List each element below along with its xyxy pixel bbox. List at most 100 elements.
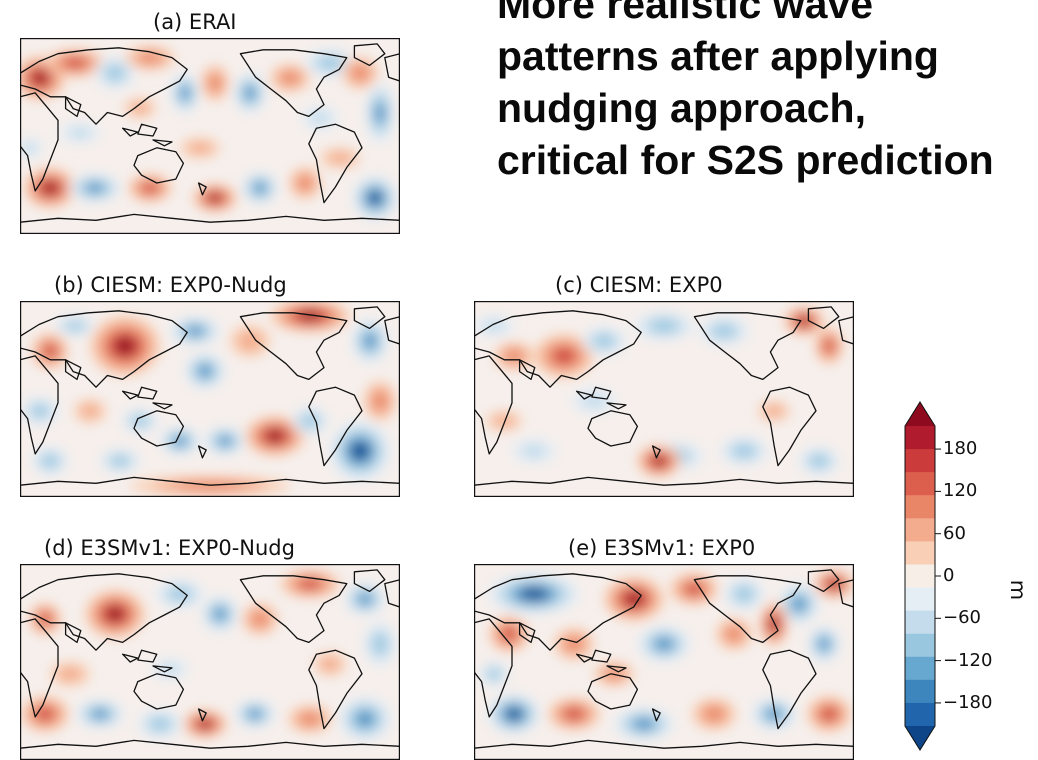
positive-anomaly — [565, 708, 583, 720]
coastline — [587, 673, 639, 710]
map-frame — [474, 564, 854, 760]
coastline — [474, 476, 854, 486]
negative-anomaly — [792, 597, 806, 611]
negative-anomaly — [522, 588, 546, 600]
coastlines — [20, 306, 400, 486]
coastline — [384, 316, 400, 345]
colorbar-level — [905, 702, 935, 727]
positive-anomaly — [653, 456, 665, 466]
colorbar-segments — [905, 402, 935, 750]
negative-anomaly — [244, 86, 256, 100]
positive-anomaly — [252, 612, 268, 626]
negative-anomaly — [187, 326, 203, 336]
map-panel-a — [20, 38, 400, 234]
headline: More realistic wave patterns after apply… — [497, 0, 1027, 186]
coastline — [807, 306, 840, 330]
coastline — [474, 355, 513, 455]
positive-anomaly — [565, 637, 583, 651]
panel-title-d: (d) E3SMv1: EXP0-Nudg — [44, 536, 295, 560]
negative-anomaly — [150, 718, 170, 730]
colorbar-level — [905, 472, 935, 496]
coastline — [651, 708, 661, 722]
coastline — [121, 653, 139, 663]
coastline — [20, 573, 188, 651]
colorbar-tick-label: 180 — [943, 438, 978, 460]
negative-anomaly — [106, 66, 124, 80]
coastline — [474, 618, 513, 718]
coastline — [474, 573, 642, 651]
colorbar-extend-bottom — [905, 726, 935, 750]
colorbar-level — [905, 495, 935, 519]
negative-anomaly — [594, 335, 614, 347]
positive-anomaly — [626, 593, 642, 605]
positive-anomaly — [281, 72, 299, 84]
negative-anomaly — [214, 608, 226, 620]
panel-title-e: (e) E3SMv1: EXP0 — [568, 536, 756, 560]
positive-anomaly — [33, 72, 47, 84]
anomaly-field — [20, 46, 397, 220]
coastline — [20, 213, 400, 223]
positive-anomaly — [726, 627, 742, 641]
colorbar-tick-label: 60 — [943, 522, 966, 544]
coastline — [693, 575, 802, 644]
colorbar-unit-label: m — [1006, 579, 1031, 601]
negative-anomaly — [767, 708, 781, 720]
coastline — [20, 618, 59, 718]
coastline — [20, 47, 188, 125]
coastline — [606, 665, 627, 673]
negative-anomaly — [507, 708, 521, 720]
coastline — [133, 147, 185, 184]
coastline — [152, 665, 173, 673]
colorbar-outline — [904, 401, 936, 751]
colorbar-tick-label: 120 — [943, 480, 978, 502]
colorbar-level — [905, 426, 935, 450]
colorbar-level — [905, 633, 935, 658]
positive-anomaly — [373, 392, 387, 410]
anomaly-field — [21, 570, 396, 741]
coastline — [575, 390, 593, 400]
coastline — [693, 312, 802, 381]
map-panel-c — [474, 301, 854, 497]
coastline — [591, 649, 612, 663]
negative-anomaly — [92, 709, 108, 719]
colorbar-level — [905, 679, 935, 704]
negative-anomaly — [86, 183, 104, 193]
coastline — [384, 53, 400, 82]
headline-line-1: More realistic wave — [497, 0, 874, 27]
negative-anomaly — [248, 709, 262, 719]
negative-anomaly — [32, 405, 48, 417]
negative-anomaly — [581, 394, 607, 408]
coastlines — [20, 43, 400, 223]
coastlines — [20, 569, 400, 749]
map-a-svg — [20, 38, 400, 234]
positive-anomaly — [320, 657, 340, 671]
coastline — [20, 92, 59, 192]
positive-anomaly — [139, 53, 161, 63]
headline-line-3: nudging approach, — [497, 85, 866, 131]
negative-anomaly — [68, 127, 92, 139]
colorbar-level — [905, 587, 935, 612]
positive-anomaly — [65, 58, 85, 68]
map-b-svg — [20, 301, 400, 497]
coastline — [137, 386, 158, 400]
negative-anomaly — [488, 669, 500, 679]
positive-anomaly — [58, 667, 82, 681]
coastline — [20, 739, 400, 749]
negative-anomaly — [352, 443, 368, 459]
panel-title-c: (c) CIESM: EXP0 — [555, 273, 723, 297]
positive-anomaly — [209, 75, 221, 91]
coastline — [838, 316, 854, 345]
positive-anomaly — [298, 176, 312, 190]
anomaly-field — [480, 570, 854, 740]
coastline — [197, 708, 207, 722]
negative-anomaly — [358, 593, 372, 605]
coastline — [121, 127, 139, 137]
positive-anomaly — [502, 628, 516, 640]
positive-anomaly — [352, 66, 368, 80]
negative-anomaly — [634, 718, 654, 730]
negative-anomaly — [369, 192, 381, 204]
coastline — [474, 310, 642, 388]
positive-anomaly — [209, 194, 221, 202]
positive-anomaly — [115, 338, 135, 354]
negative-anomaly — [373, 634, 387, 654]
